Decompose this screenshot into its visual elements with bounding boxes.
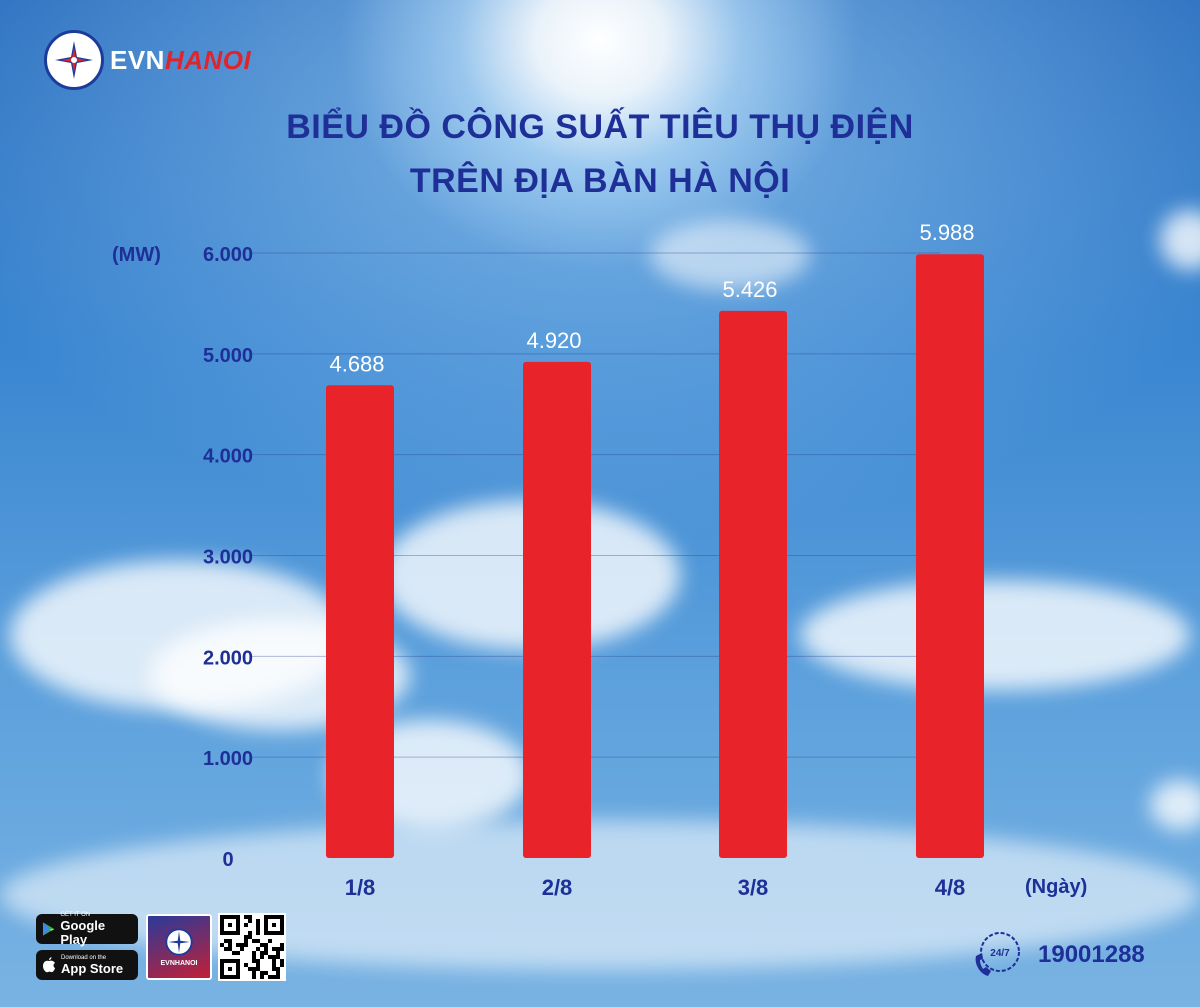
cloud-bottom-right [1150,780,1200,830]
google-play-label: Google Play [60,917,106,947]
cloud-right [800,580,1190,690]
y-axis-label: (MW) [112,244,161,266]
bar-3-8 [719,310,787,859]
evn-emblem-icon [44,30,104,90]
hotline: 24/7 19001288 [970,930,1145,980]
hotline-badge: 24/7 [990,948,1010,959]
brand-name-evn: EVN [110,44,165,75]
app-store-button[interactable]: Download on the App Store [36,950,138,980]
qr-code-pattern [220,915,284,979]
bar-value-label: 4.920 [526,328,581,353]
bar-value-label: 4.688 [329,351,384,376]
x-tick-label: 4/8 [935,875,966,900]
bar-value-label: 5.426 [722,277,777,302]
google-play-small-text: GET IT ON [60,911,91,918]
apple-icon [43,957,55,973]
y-tick-label: 4.000 [203,446,253,468]
cloud-top-center [650,220,810,290]
app-tile-label: EVNHANOI [160,959,198,967]
x-tick-label: 3/8 [738,875,769,900]
x-tick-label: 2/8 [542,875,573,900]
brand-name-hanoi: HANOI [164,44,252,75]
hotline-number: 19001288 [1038,941,1145,968]
brand-name: EVNHANOI [110,45,251,76]
app-store-label: App Store [61,960,124,976]
google-play-icon [42,922,55,936]
chart-title-line2: TRÊN ĐỊA BÀN HÀ NỘI [409,162,791,200]
y-tick-label: 0 [222,849,233,871]
x-axis-label: (Ngày) [1025,876,1087,898]
y-tick-label: 1.000 [203,748,253,770]
bar-4-8 [916,254,984,858]
chart-title-line1: BIỂU ĐỒ CÔNG SUẤT TIÊU THỤ ĐIỆN [286,108,914,146]
x-tick-label: 1/8 [345,875,376,900]
app-store-small-text: Download on the [61,954,107,961]
y-tick-label: 2.000 [203,647,253,669]
bar-value-label: 5.988 [919,220,974,245]
google-play-button[interactable]: GET IT ON Google Play [36,911,138,947]
evn-hanoi-logo: EVNHANOI [44,30,251,90]
evnhanoi-app-icon[interactable]: EVNHANOI [146,914,212,980]
bar-1-8 [326,385,394,858]
y-tick-label: 6.000 [203,244,253,266]
y-tick-label: 5.000 [203,345,253,367]
cloud-top-right [1160,210,1200,270]
phone-24-7-icon: 24/7 [975,932,1020,976]
y-tick-label: 3.000 [203,547,253,569]
qr-code [218,913,286,981]
evn-emblem-icon [165,927,193,956]
bar-2-8 [523,361,591,858]
